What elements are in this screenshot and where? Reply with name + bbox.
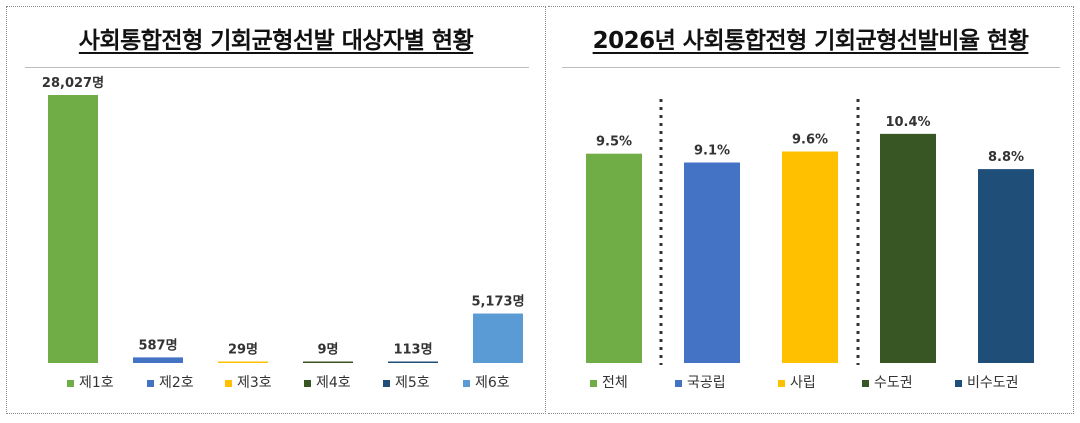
legend-label-0-4: 제5호 bbox=[395, 375, 430, 391]
bar-1-0 bbox=[586, 153, 642, 363]
legend-label-0-5: 제6호 bbox=[475, 375, 510, 391]
data-label-1-1: 9.1% bbox=[694, 144, 730, 159]
data-label-1-0: 9.5% bbox=[596, 135, 632, 150]
data-label-0-1: 587명 bbox=[138, 337, 177, 353]
bar-1-2 bbox=[782, 151, 838, 363]
data-label-0-2: 29명 bbox=[228, 342, 258, 358]
legend-swatch-1-2 bbox=[778, 380, 785, 387]
title-divider bbox=[562, 67, 1060, 68]
data-label-1-4: 8.8% bbox=[988, 150, 1024, 165]
chart-title-subjects: 사회통합전형 기회균형선발 대상자별 현황 bbox=[78, 28, 474, 54]
bar-0-1 bbox=[133, 357, 183, 363]
legend-swatch-0-2 bbox=[225, 380, 232, 387]
bar-1-3 bbox=[880, 133, 936, 363]
bar-0-2 bbox=[218, 361, 268, 363]
legend-swatch-1-3 bbox=[862, 380, 869, 387]
chart-panel-subjects: 사회통합전형 기회균형선발 대상자별 현황 28,027명 제1호 587명 제2호 2… bbox=[6, 6, 546, 414]
legend-label-1-2: 사립 bbox=[790, 375, 816, 391]
bar-0-3 bbox=[303, 361, 353, 363]
data-label-1-3: 10.4% bbox=[885, 115, 930, 130]
bar-1-4 bbox=[978, 169, 1034, 363]
legend-label-0-2: 제3호 bbox=[237, 375, 272, 391]
data-label-0-4: 113명 bbox=[393, 342, 432, 358]
legend-swatch-0-3 bbox=[304, 380, 311, 387]
legend-swatch-0-0 bbox=[67, 380, 74, 387]
chart-title-ratio: 2026년 사회통합전형 기회균형선발비율 현황 bbox=[592, 28, 1029, 54]
legend-label-0-1: 제2호 bbox=[159, 375, 194, 391]
legend-swatch-0-5 bbox=[463, 380, 470, 387]
legend-swatch-1-1 bbox=[675, 380, 682, 387]
legend-label-1-3: 수도권 bbox=[874, 375, 913, 391]
data-label-0-0: 28,027명 bbox=[42, 75, 104, 91]
legend-swatch-1-0 bbox=[590, 380, 597, 387]
legend-label-1-0: 전체 bbox=[602, 375, 628, 391]
bar-0-0 bbox=[48, 95, 98, 363]
title-divider bbox=[25, 67, 529, 68]
legend-swatch-1-4 bbox=[955, 380, 962, 387]
legend-label-1-1: 국공립 bbox=[687, 375, 726, 391]
data-label-0-5: 5,173명 bbox=[471, 294, 524, 310]
bar-0-4 bbox=[388, 361, 438, 363]
legend-swatch-0-4 bbox=[383, 380, 390, 387]
legend-label-0-3: 제4호 bbox=[316, 375, 351, 391]
bar-chart-ratio: 9.5% 전체 9.1% 국공립 9.6% 사립 10.4% 수도권 8.8% 비수도권 bbox=[586, 99, 1034, 391]
legend-label-0-0: 제1호 bbox=[79, 375, 114, 391]
data-label-0-3: 9명 bbox=[317, 342, 338, 358]
chart-panel-ratio: 2026년 사회통합전형 기회균형선발비율 현황 9.5% 전체 9.1% 국공립 9.… bbox=[548, 6, 1074, 414]
bar-0-5 bbox=[473, 313, 523, 363]
bar-1-1 bbox=[684, 162, 740, 363]
legend-label-1-4: 비수도권 bbox=[967, 375, 1019, 391]
data-label-1-2: 9.6% bbox=[792, 132, 828, 147]
legend-swatch-0-1 bbox=[147, 380, 154, 387]
